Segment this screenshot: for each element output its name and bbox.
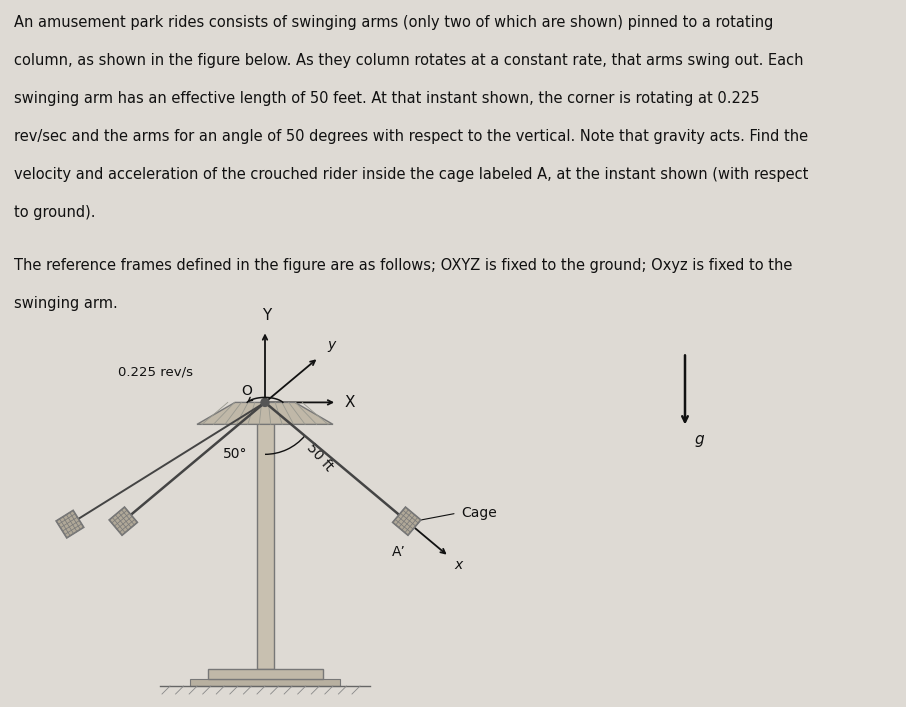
Text: Y: Y xyxy=(263,308,272,322)
Text: velocity and acceleration of the crouched rider inside the cage labeled A, at th: velocity and acceleration of the crouche… xyxy=(14,167,808,182)
Text: y: y xyxy=(328,339,336,353)
Text: 50 ft: 50 ft xyxy=(304,441,335,474)
Polygon shape xyxy=(197,402,333,424)
Text: O: O xyxy=(241,385,252,399)
Text: X: X xyxy=(345,395,355,410)
Text: 50°: 50° xyxy=(223,448,247,462)
Polygon shape xyxy=(56,510,83,538)
Text: swinging arm has an effective length of 50 feet. At that instant shown, the corn: swinging arm has an effective length of … xyxy=(14,90,759,106)
Text: to ground).: to ground). xyxy=(14,204,95,220)
Text: x: x xyxy=(455,559,463,573)
Text: swinging arm.: swinging arm. xyxy=(14,296,118,311)
Text: rev/sec and the arms for an angle of 50 degrees with respect to the vertical. No: rev/sec and the arms for an angle of 50 … xyxy=(14,129,808,144)
Text: g: g xyxy=(695,433,705,448)
Bar xyxy=(207,669,323,679)
Text: Cage: Cage xyxy=(462,506,497,520)
Bar xyxy=(190,679,340,686)
Text: The reference frames defined in the figure are as follows; OXYZ is fixed to the : The reference frames defined in the figu… xyxy=(14,258,792,273)
Bar xyxy=(256,410,274,669)
Text: An amusement park rides consists of swinging arms (only two of which are shown) : An amusement park rides consists of swin… xyxy=(14,15,773,30)
Text: column, as shown in the figure below. As they column rotates at a constant rate,: column, as shown in the figure below. As… xyxy=(14,53,803,68)
Text: 0.225 rev/s: 0.225 rev/s xyxy=(118,366,193,379)
Polygon shape xyxy=(392,507,420,535)
Circle shape xyxy=(261,399,269,407)
Text: A’: A’ xyxy=(391,545,406,559)
Polygon shape xyxy=(110,507,138,535)
